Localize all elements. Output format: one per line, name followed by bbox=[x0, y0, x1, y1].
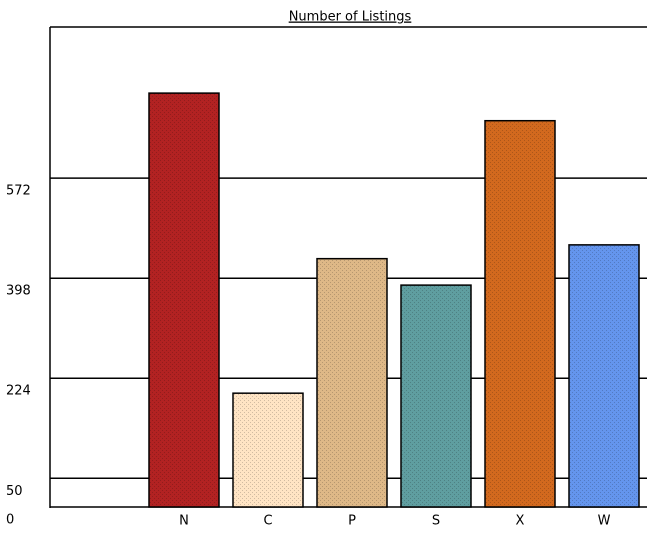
x-tick-label: N bbox=[179, 514, 189, 529]
chart-title: Number of Listings bbox=[289, 10, 412, 25]
x-tick-label: X bbox=[516, 514, 525, 529]
y-tick-label: 398 bbox=[6, 284, 31, 299]
x-tick-label: S bbox=[432, 514, 440, 529]
bar-texture bbox=[569, 244, 639, 507]
y-tick-label: 572 bbox=[6, 184, 31, 199]
x-tick-label: W bbox=[598, 514, 611, 529]
x-tick-label: C bbox=[263, 514, 272, 529]
y-tick-label: 0 bbox=[6, 513, 14, 528]
bar-texture bbox=[149, 93, 219, 507]
bar-texture bbox=[317, 258, 387, 507]
bar-texture bbox=[233, 393, 303, 507]
bar-texture bbox=[485, 120, 555, 508]
bar-texture bbox=[401, 285, 471, 507]
x-tick-label: P bbox=[348, 514, 356, 529]
y-tick-label: 224 bbox=[6, 384, 31, 399]
y-tick-label: 50 bbox=[6, 484, 23, 499]
